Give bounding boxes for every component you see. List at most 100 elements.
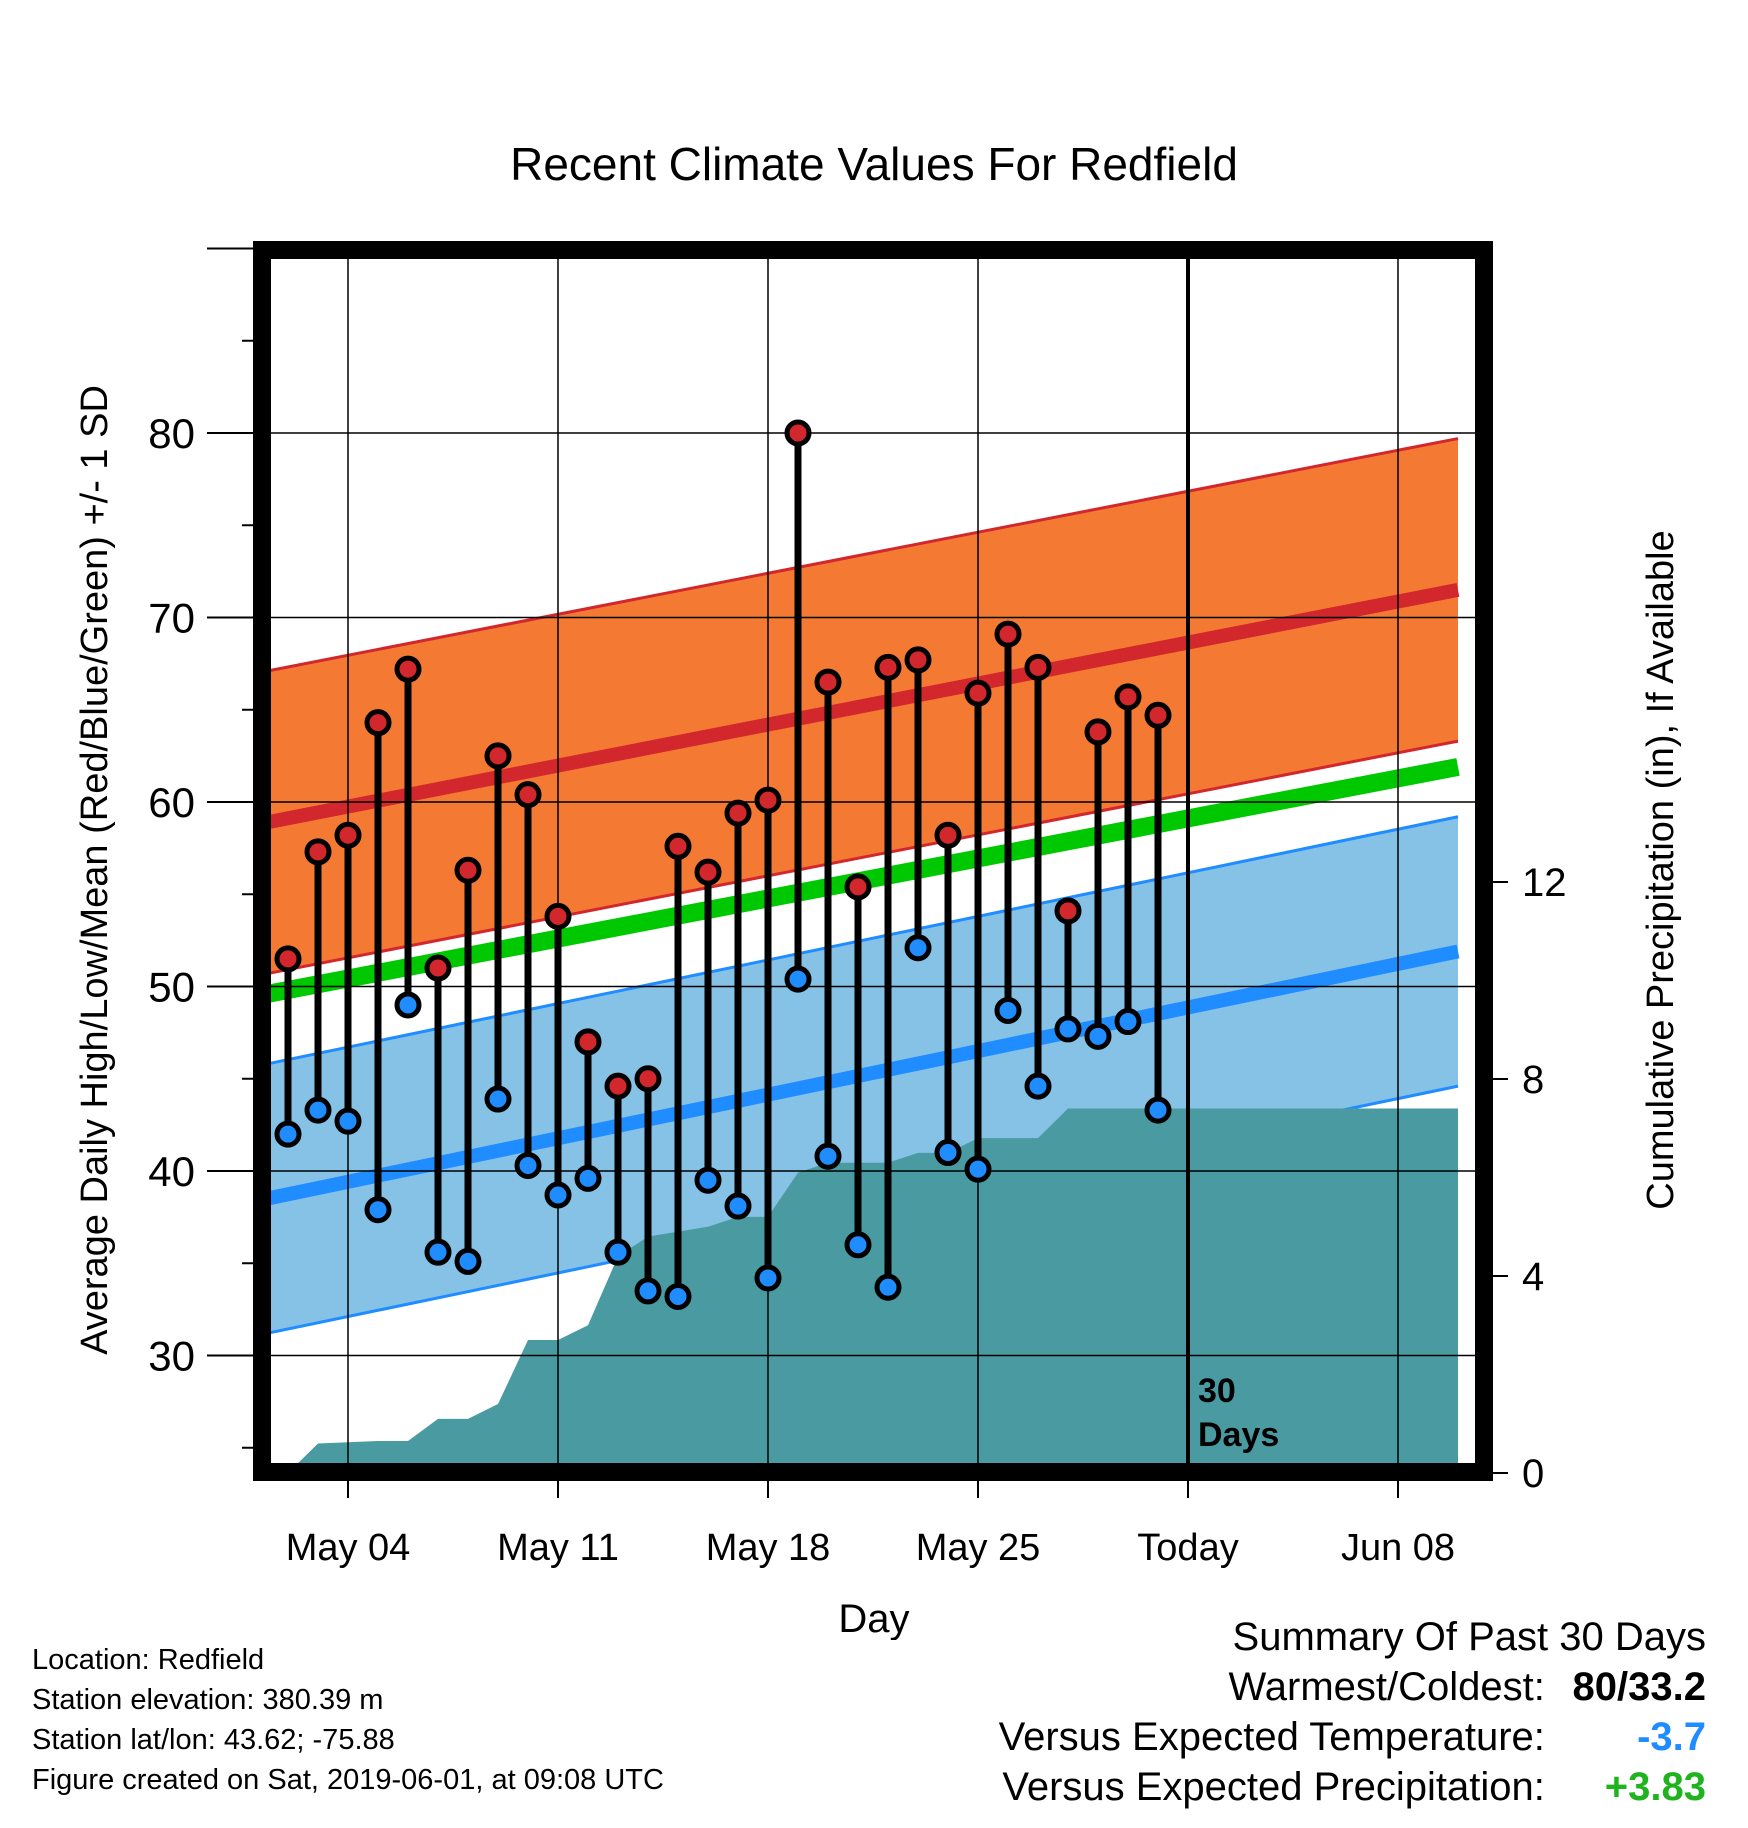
elevation-text: Station elevation: 380.39 m bbox=[32, 1684, 384, 1716]
y-tick-label: 80 bbox=[148, 410, 195, 457]
daily-high-point bbox=[904, 646, 932, 674]
daily-high-point bbox=[694, 858, 722, 886]
daily-low-point bbox=[874, 1273, 902, 1301]
daily-low-point bbox=[454, 1247, 482, 1275]
daily-high-point bbox=[1024, 653, 1052, 681]
daily-high-point bbox=[754, 786, 782, 814]
summary-title: Summary Of Past 30 Days bbox=[1232, 1615, 1706, 1659]
daily-low-point bbox=[664, 1282, 692, 1310]
daily-high-point bbox=[274, 945, 302, 973]
y-tick-label: 60 bbox=[148, 779, 195, 826]
daily-high-point bbox=[1054, 897, 1082, 925]
daily-high-point bbox=[874, 653, 902, 681]
daily-low-point bbox=[934, 1139, 962, 1167]
daily-high-point bbox=[334, 821, 362, 849]
y2-tick-label: 0 bbox=[1522, 1452, 1544, 1496]
daily-low-point bbox=[1144, 1096, 1172, 1124]
daily-low-point bbox=[574, 1164, 602, 1192]
daily-high-point bbox=[724, 799, 752, 827]
summary-temp: Versus Expected Temperature: -3.7 bbox=[999, 1712, 1706, 1762]
station-info: Location: Redfield Station elevation: 38… bbox=[32, 1640, 664, 1800]
y2-tick-label: 4 bbox=[1522, 1255, 1544, 1299]
y-axis-label: Average Daily High/Low/Mean (Red/Blue/Gr… bbox=[74, 385, 116, 1355]
precip-area bbox=[288, 1108, 1458, 1472]
temp-value: -3.7 bbox=[1637, 1715, 1706, 1759]
climate-chart: Recent Climate Values For Redfield 30 Day… bbox=[74, 138, 1682, 1640]
daily-low-point bbox=[604, 1238, 632, 1266]
daily-high-point bbox=[934, 821, 962, 849]
y-tick-label: 30 bbox=[148, 1333, 195, 1380]
x-axis-label: Day bbox=[838, 1597, 909, 1640]
location-text: Location: Redfield bbox=[32, 1644, 265, 1676]
daily-low-point bbox=[994, 996, 1022, 1024]
daily-high-point bbox=[1114, 683, 1142, 711]
chart-title: Recent Climate Values For Redfield bbox=[510, 138, 1238, 190]
daily-low-point bbox=[754, 1264, 782, 1292]
warmest-coldest-label: Warmest/Coldest: bbox=[1228, 1665, 1545, 1709]
x-tick-label: May 18 bbox=[706, 1527, 831, 1569]
daily-low-point bbox=[1084, 1022, 1112, 1050]
normal-high-upper-edge bbox=[262, 437, 1459, 674]
y-tick-label: 70 bbox=[148, 595, 195, 642]
daily-high-point bbox=[634, 1065, 662, 1093]
plot-inner: 30 Days bbox=[262, 250, 1484, 1472]
daily-low-point bbox=[1114, 1008, 1142, 1036]
x-tick-label: May 25 bbox=[916, 1527, 1041, 1569]
daily-high-point bbox=[994, 620, 1022, 648]
daily-high-point bbox=[664, 832, 692, 860]
daily-low-point bbox=[694, 1166, 722, 1194]
daily-high-point bbox=[304, 838, 332, 866]
daily-low-point bbox=[724, 1192, 752, 1220]
daily-high-point bbox=[364, 709, 392, 737]
y-tick-label: 40 bbox=[148, 1148, 195, 1195]
daily-high-point bbox=[784, 419, 812, 447]
y2-tick-label: 12 bbox=[1522, 861, 1567, 905]
daily-high-point bbox=[454, 856, 482, 884]
precip-value: +3.83 bbox=[1604, 1765, 1706, 1809]
daily-high-point bbox=[424, 954, 452, 982]
daily-low-point bbox=[1024, 1072, 1052, 1100]
y2-tick-label: 8 bbox=[1522, 1058, 1544, 1102]
daily-high-point bbox=[964, 679, 992, 707]
daily-low-point bbox=[634, 1277, 662, 1305]
daily-low-point bbox=[304, 1096, 332, 1124]
normal-high-lower-edge bbox=[262, 739, 1459, 977]
daily-low-point bbox=[814, 1142, 842, 1170]
daily-low-point bbox=[904, 934, 932, 962]
daily-low-point bbox=[1054, 1015, 1082, 1043]
daily-low-point bbox=[394, 991, 422, 1019]
daily-high-point bbox=[1084, 718, 1112, 746]
daily-low-point bbox=[964, 1155, 992, 1183]
today-label-unit: Days bbox=[1198, 1416, 1279, 1454]
daily-high-point bbox=[604, 1072, 632, 1100]
daily-low-point bbox=[274, 1120, 302, 1148]
created-text: Figure created on Sat, 2019-06-01, at 09… bbox=[32, 1764, 664, 1796]
daily-low-point bbox=[544, 1181, 572, 1209]
daily-low-point bbox=[424, 1238, 452, 1266]
daily-high-point bbox=[544, 902, 572, 930]
plot-area: 30 Days 30 40 50 60 70 80 0 4 8 12 May 04 May 11 May 1… bbox=[148, 241, 1567, 1569]
daily-high-point bbox=[514, 781, 542, 809]
daily-high-point bbox=[574, 1028, 602, 1056]
summary-warmest-coldest: Warmest/Coldest: 80/33.2 bbox=[999, 1662, 1707, 1712]
summary-precip: Versus Expected Precipitation: +3.83 bbox=[999, 1762, 1706, 1812]
daily-high-point bbox=[1144, 701, 1172, 729]
daily-high-point bbox=[814, 668, 842, 696]
summary-panel: Summary Of Past 30 Days Warmest/Coldest:… bbox=[999, 1612, 1706, 1812]
daily-low-point bbox=[844, 1231, 872, 1259]
x-tick-label: Today bbox=[1137, 1527, 1238, 1569]
y2-axis-label: Cumulative Precipitation (in), If Availa… bbox=[1640, 530, 1682, 1209]
daily-low-point bbox=[334, 1107, 362, 1135]
precip-label: Versus Expected Precipitation: bbox=[1002, 1765, 1545, 1809]
daily-high-point bbox=[484, 742, 512, 770]
x-tick-label: May 04 bbox=[286, 1527, 411, 1569]
temp-label: Versus Expected Temperature: bbox=[998, 1715, 1545, 1759]
daily-high-point bbox=[394, 655, 422, 683]
daily-low-point bbox=[514, 1151, 542, 1179]
daily-low-point bbox=[484, 1085, 512, 1113]
daily-high-point bbox=[844, 873, 872, 901]
y-tick-label: 50 bbox=[148, 964, 195, 1011]
latlon-text: Station lat/lon: 43.62; -75.88 bbox=[32, 1724, 395, 1756]
x-tick-label: May 11 bbox=[497, 1527, 619, 1569]
warmest-coldest-value: 80/33.2 bbox=[1572, 1665, 1706, 1709]
